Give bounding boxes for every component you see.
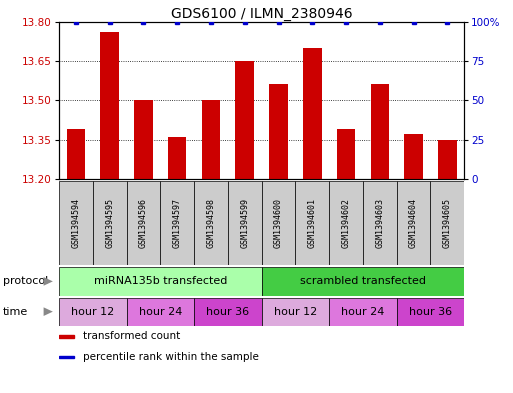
Text: GSM1394600: GSM1394600 [274,198,283,248]
Text: hour 12: hour 12 [71,307,114,317]
Text: time: time [3,307,28,317]
Text: GSM1394599: GSM1394599 [240,198,249,248]
Text: GSM1394596: GSM1394596 [139,198,148,248]
Bar [329,298,397,326]
Text: protocol: protocol [3,276,48,286]
Text: GSM1394595: GSM1394595 [105,198,114,248]
Bar [337,129,356,179]
Text: GSM1394604: GSM1394604 [409,198,418,248]
Bar [397,181,430,265]
Text: GSM1394601: GSM1394601 [308,198,317,248]
Text: hour 12: hour 12 [274,307,317,317]
Bar [370,84,389,179]
Text: percentile rank within the sample: percentile rank within the sample [83,352,259,362]
Bar [59,335,73,338]
Bar [59,298,127,326]
Bar [59,356,73,358]
Text: transformed count: transformed count [83,331,181,342]
Bar [262,181,295,265]
Text: GSM1394598: GSM1394598 [206,198,215,248]
Text: GSM1394605: GSM1394605 [443,198,452,248]
Bar [127,298,194,326]
Text: miRNA135b transfected: miRNA135b transfected [94,276,227,286]
Bar [101,32,119,179]
Bar [363,181,397,265]
Bar [160,181,194,265]
Text: hour 24: hour 24 [341,307,385,317]
Text: GSM1394602: GSM1394602 [342,198,350,248]
Bar [430,181,464,265]
Bar [93,181,127,265]
Text: hour 24: hour 24 [139,307,182,317]
Text: GSM1394597: GSM1394597 [173,198,182,248]
Title: GDS6100 / ILMN_2380946: GDS6100 / ILMN_2380946 [171,7,352,20]
Text: hour 36: hour 36 [409,307,452,317]
Bar [262,298,329,326]
Text: GSM1394594: GSM1394594 [71,198,81,248]
Text: hour 36: hour 36 [206,307,249,317]
Bar [329,181,363,265]
Text: scrambled transfected: scrambled transfected [300,276,426,286]
Bar [228,181,262,265]
Bar [303,48,322,179]
Bar [134,100,153,179]
Bar [397,298,464,326]
Bar [235,61,254,179]
Bar [269,84,288,179]
Bar [127,181,160,265]
Bar [295,181,329,265]
Bar [194,181,228,265]
Bar [67,129,85,179]
Bar [438,140,457,179]
Bar [194,298,262,326]
Bar [202,100,220,179]
Bar [262,267,464,296]
Text: GSM1394603: GSM1394603 [376,198,384,248]
Bar [168,137,187,179]
Bar [59,267,262,296]
Bar [404,134,423,179]
Bar [59,181,93,265]
